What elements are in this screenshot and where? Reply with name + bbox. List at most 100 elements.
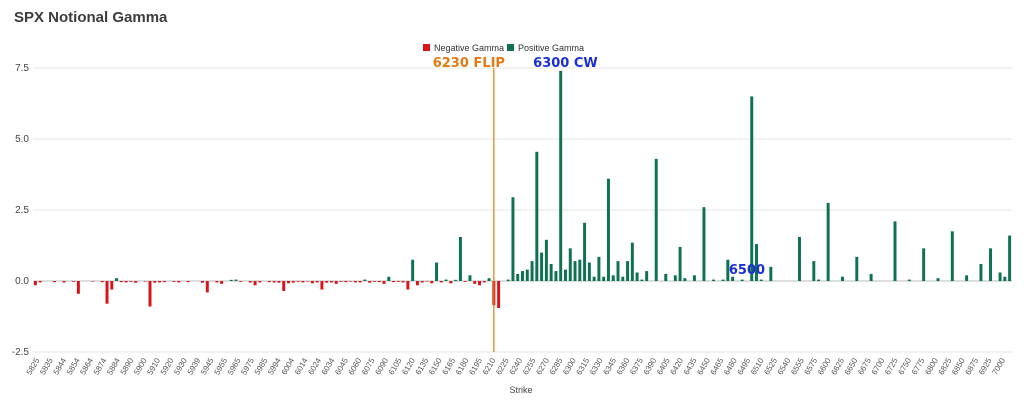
- gamma-bar: [454, 279, 458, 281]
- gamma-bar: [798, 236, 801, 281]
- gamma-bar: [478, 281, 481, 286]
- gamma-bar: [372, 281, 376, 282]
- gamma-bar: [654, 158, 658, 281]
- gamma-bar: [965, 275, 969, 281]
- gamma-bar: [487, 278, 491, 281]
- x-tick-label: 7000: [990, 356, 1007, 376]
- gamma-bar: [382, 281, 386, 284]
- gamma-bar: [425, 281, 429, 282]
- gamma-bar: [253, 281, 257, 286]
- gamma-bar: [587, 262, 591, 281]
- gamma-bar: [630, 242, 634, 281]
- gamma-bar: [726, 259, 730, 281]
- gamma-bar: [616, 261, 620, 281]
- legend: Negative Gamma Positive Gamma: [423, 43, 584, 53]
- gamma-bar: [420, 281, 424, 283]
- gamma-bar: [172, 281, 176, 282]
- gamma-bar: [740, 279, 744, 281]
- gamma-bar: [473, 281, 477, 284]
- gamma-bar: [611, 275, 615, 281]
- gamma-bar: [759, 279, 763, 281]
- gamma-bar: [893, 221, 897, 281]
- gamma-bar: [62, 281, 66, 283]
- gamma-bar: [525, 269, 529, 281]
- gamma-bar: [497, 281, 501, 308]
- gamma-bar: [349, 281, 353, 282]
- y-tick-label: -2.5: [12, 347, 30, 358]
- gamma-bar: [621, 276, 625, 281]
- gamma-bar: [100, 281, 104, 283]
- gamma-bar: [344, 281, 348, 283]
- gamma-bar: [712, 279, 715, 281]
- gamma-bar: [143, 281, 147, 282]
- gamma-bar: [683, 278, 687, 281]
- gamma-bar: [435, 262, 439, 281]
- gamma-bar: [220, 281, 224, 284]
- y-tick-label: 7.5: [15, 63, 29, 74]
- gamma-bar: [330, 281, 333, 283]
- gamma-bar: [334, 281, 338, 284]
- gamma-bar: [568, 248, 572, 281]
- gamma-bar: [105, 281, 109, 304]
- gamma-bar: [368, 281, 372, 283]
- gamma-bar: [979, 263, 983, 281]
- gamma-bar: [177, 281, 181, 283]
- gamma-bar: [1008, 235, 1012, 281]
- gamma-bar: [234, 279, 238, 281]
- gamma-bar: [755, 244, 758, 281]
- gamma-bar: [401, 281, 405, 283]
- annotations: 6230 FLIP 6300 CW 6500: [433, 56, 765, 352]
- gamma-bar: [396, 281, 400, 282]
- gamma-bar: [855, 256, 859, 281]
- gamma-bar: [812, 261, 816, 281]
- gamma-bar: [33, 281, 37, 286]
- gamma-bar: [76, 281, 80, 294]
- gamma-bar: [72, 281, 76, 282]
- x-axis-label: Strike: [509, 385, 532, 395]
- gamma-bar: [306, 281, 310, 282]
- gamma-bar: [559, 70, 563, 281]
- gamma-bar: [430, 281, 434, 284]
- gamma-bar: [406, 281, 410, 290]
- gamma-bar: [506, 279, 510, 281]
- gamma-bar: [750, 96, 754, 282]
- gamma-bar: [731, 276, 735, 281]
- gamma-bar: [363, 279, 367, 281]
- gamma-bar: [439, 281, 443, 283]
- gamma-bar: [339, 281, 343, 282]
- gamma-bar: [468, 275, 472, 281]
- y-tick-label: 0.0: [15, 276, 29, 287]
- gamma-bar: [583, 222, 587, 281]
- gamma-bar: [702, 207, 706, 281]
- gamma-bar: [544, 239, 548, 281]
- gamma-bar: [291, 281, 295, 283]
- gamma-bar: [162, 281, 166, 283]
- gamma-bar: [258, 281, 262, 283]
- gamma-bar: [387, 276, 391, 281]
- gamma-bar: [205, 281, 209, 293]
- gamma-bar: [521, 271, 524, 281]
- y-axis-ticks: -2.5 0.0 2.5 5.0 7.5: [12, 63, 30, 358]
- gamma-bar: [678, 246, 682, 281]
- gamma-bar: [869, 273, 873, 281]
- gamma-bar: [110, 281, 114, 290]
- gamma-bar: [907, 279, 911, 281]
- gamma-bar: [998, 272, 1002, 281]
- gamma-bar: [640, 279, 644, 281]
- gamma-bar: [282, 281, 286, 291]
- gamma-bar: [310, 281, 314, 284]
- y-tick-label: 2.5: [15, 205, 29, 216]
- gamma-bar: [229, 279, 233, 281]
- gamma-bar: [597, 256, 601, 281]
- gamma-bar: [248, 281, 252, 283]
- gamma-bar: [549, 263, 553, 281]
- gamma-bar: [215, 281, 219, 283]
- gamma-bar: [578, 259, 582, 281]
- y-tick-label: 5.0: [15, 134, 29, 145]
- gamma-bar: [158, 281, 162, 283]
- gamma-bar: [458, 236, 462, 281]
- gamma-bar: [554, 271, 558, 281]
- gamma-bar: [840, 276, 844, 281]
